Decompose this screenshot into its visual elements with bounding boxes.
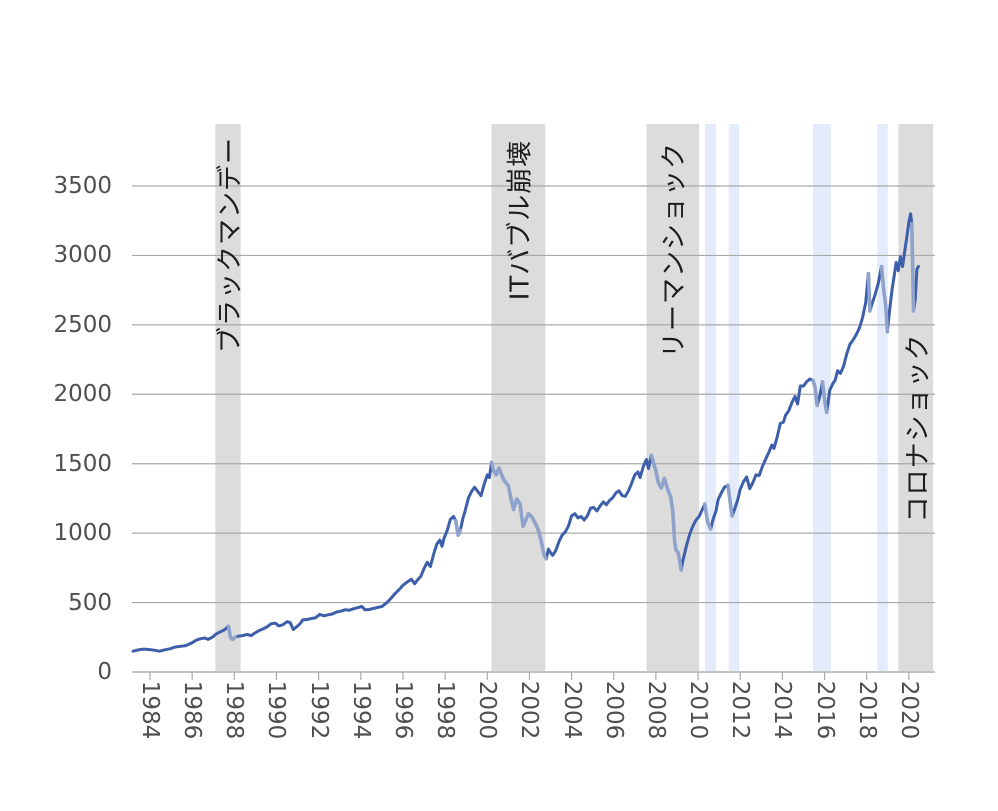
crisis-band-gray xyxy=(215,124,241,672)
x-tick-label: 1986 xyxy=(179,680,206,740)
price-line-decline xyxy=(703,502,713,531)
annotation-label: コロナショック xyxy=(903,333,934,523)
y-tick-label: 2000 xyxy=(53,381,112,408)
x-tick-label: 2020 xyxy=(895,680,922,740)
y-tick-label: 0 xyxy=(97,659,112,685)
annotation-label: リーマンショック xyxy=(659,141,690,359)
x-tick-label: 1998 xyxy=(432,680,459,740)
x-tick-label: 2018 xyxy=(853,680,880,740)
price-line-decline xyxy=(879,264,890,334)
x-tick-label: 2014 xyxy=(769,680,796,740)
x-tick-label: 1996 xyxy=(389,680,416,740)
x-tick-label: 2012 xyxy=(727,680,754,740)
crisis-band-gray xyxy=(646,124,700,672)
annotation-label: ITバブル崩壊 xyxy=(505,139,536,301)
price-line-decline xyxy=(910,221,916,313)
price-line-decline xyxy=(489,460,549,561)
price-line-decline xyxy=(811,378,819,408)
x-tick-label: 1990 xyxy=(263,680,290,740)
y-tick-label: 1000 xyxy=(53,520,112,547)
price-line-decline xyxy=(453,518,463,537)
price-line-decline xyxy=(820,380,829,415)
x-tick-label: 2000 xyxy=(474,680,501,740)
annotation-label: ブラックマンデー xyxy=(215,136,246,354)
crisis-band-gray xyxy=(491,124,546,672)
price-line-decline xyxy=(866,271,872,313)
x-tick-label: 2002 xyxy=(516,680,543,740)
y-tick-label: 2500 xyxy=(53,311,112,338)
y-tick-label: 500 xyxy=(68,589,112,616)
y-tick-label: 3000 xyxy=(53,242,112,269)
y-tick-label: 3500 xyxy=(53,173,112,199)
x-tick-label: 2004 xyxy=(558,680,585,740)
dip-band-blue xyxy=(812,124,831,672)
dip-band-blue xyxy=(704,124,716,672)
y-tick-label: 1500 xyxy=(53,450,112,477)
price-line-decline xyxy=(649,453,683,572)
x-tick-label: 1994 xyxy=(347,680,374,740)
x-tick-label: 1988 xyxy=(221,680,248,740)
dip-band-blue xyxy=(728,124,740,672)
dip-band-blue xyxy=(877,124,888,672)
x-tick-label: 1984 xyxy=(137,680,163,740)
crisis-band-gray xyxy=(898,124,934,672)
x-tick-label: 2008 xyxy=(642,680,669,740)
x-tick-label: 2006 xyxy=(600,680,627,740)
price-line-decline xyxy=(226,624,238,642)
x-tick-label: 2016 xyxy=(811,680,838,740)
price-line-decline xyxy=(726,483,734,518)
x-tick-label: 1992 xyxy=(305,680,332,740)
x-tick-label: 2010 xyxy=(685,680,712,740)
